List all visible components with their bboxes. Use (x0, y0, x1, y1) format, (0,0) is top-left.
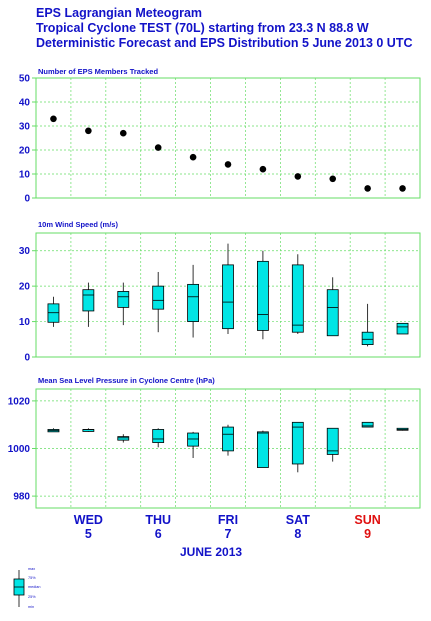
legend-label: 75% (28, 576, 36, 580)
y-tick-label: 10 (19, 170, 31, 181)
box-iqr (222, 264, 234, 330)
chart-title-line-2: Tropical Cyclone TEST (70L) starting fro… (36, 21, 369, 35)
member-count-point (399, 185, 406, 192)
y-tick-label: 0 (24, 353, 30, 364)
y-tick-label: 0 (24, 194, 30, 205)
chart-title-line-1: EPS Lagrangian Meteogram (36, 6, 203, 20)
box-iqr (82, 289, 95, 312)
member-count-point (50, 115, 57, 123)
box-iqr (291, 264, 304, 333)
day-number-label: 6 (155, 527, 162, 541)
member-count-point (329, 175, 337, 183)
member-count-point (189, 153, 197, 161)
y-tick-label: 980 (13, 492, 30, 503)
day-number-label: 7 (225, 527, 232, 541)
box-iqr (152, 429, 165, 443)
y-tick-label: 40 (19, 98, 31, 109)
y-tick-label: 50 (19, 74, 31, 85)
day-number-label: 8 (294, 527, 301, 541)
month-label: JUNE 2013 (180, 545, 242, 559)
panel-title-2: 10m Wind Speed (m/s) (38, 220, 118, 229)
y-tick-label: 30 (19, 122, 31, 133)
panel-frame (35, 232, 421, 358)
day-name-label: WED (74, 513, 103, 527)
box-iqr (291, 421, 304, 465)
member-count-point (119, 129, 127, 137)
panel-title-3: Mean Sea Level Pressure in Cyclone Centr… (38, 376, 215, 385)
member-count-point (224, 161, 232, 168)
box-iqr (396, 322, 409, 335)
member-count-point (85, 127, 92, 135)
box-iqr (257, 260, 269, 331)
box-iqr (117, 436, 130, 441)
day-name-label: SUN (354, 513, 380, 527)
day-name-label: SAT (286, 513, 310, 527)
day-number-label: 9 (364, 527, 371, 541)
legend-label: median (28, 585, 40, 589)
day-number-label: 5 (85, 527, 92, 541)
box-iqr (187, 283, 199, 322)
box-iqr (361, 331, 374, 346)
box-iqr (222, 426, 234, 452)
y-tick-label: 1000 (8, 444, 31, 455)
legend-label: max (28, 567, 35, 571)
member-count-point (259, 165, 267, 173)
y-tick-label: 20 (19, 146, 31, 157)
legend-label: 25% (28, 595, 36, 599)
panel-frame (35, 388, 421, 509)
panel-frame (35, 77, 421, 199)
box-iqr (361, 421, 374, 428)
box-iqr (326, 427, 339, 455)
day-name-label: FRI (218, 513, 238, 527)
chart-title-line-3: Deterministic Forecast and EPS Distribut… (36, 36, 413, 50)
panel-title-1: Number of EPS Members Tracked (38, 67, 158, 76)
y-tick-label: 30 (19, 246, 31, 257)
box-iqr (117, 291, 130, 308)
box-iqr (326, 289, 339, 337)
y-tick-label: 10 (19, 317, 31, 328)
day-name-label: THU (145, 513, 171, 527)
legend-label: min (28, 605, 34, 609)
y-tick-label: 20 (19, 282, 31, 293)
y-tick-label: 1020 (8, 396, 31, 407)
member-count-point (294, 173, 302, 180)
box-iqr (187, 432, 199, 447)
member-count-point (364, 185, 371, 192)
box-iqr (257, 431, 269, 468)
box-iqr (152, 285, 165, 310)
member-count-point (154, 144, 162, 151)
